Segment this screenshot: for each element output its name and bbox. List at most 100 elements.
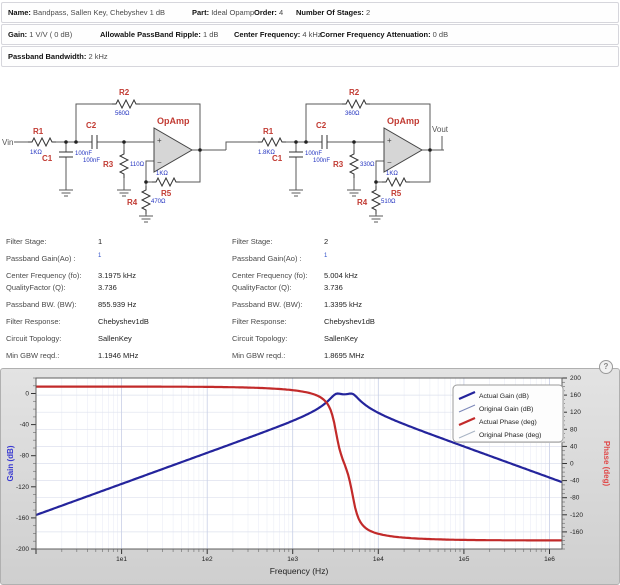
stage1-resistor-r3 — [119, 149, 129, 179]
detail-row: Center Frequency (fo): 5.004 kHz — [232, 271, 358, 280]
stage1-c2-value: 100nF — [83, 158, 100, 164]
actual-phase-deg-curve — [36, 385, 562, 542]
stage2-c1-name: C1 — [272, 154, 283, 163]
x-axis-title: Frequency (Hz) — [270, 566, 329, 576]
svg-text:-40: -40 — [20, 422, 30, 429]
ground-icon — [58, 189, 74, 197]
svg-text:200: 200 — [570, 375, 581, 382]
legend-entry: Original Phase (deg) — [479, 432, 541, 439]
svg-text:-120: -120 — [570, 512, 583, 519]
opamp-plus-input: + — [387, 136, 392, 145]
stage2-resistor-r3 — [349, 149, 359, 179]
stage2-r3-value: 330Ω — [360, 162, 375, 168]
svg-text:1e4: 1e4 — [373, 556, 384, 563]
svg-text:160: 160 — [570, 392, 581, 399]
axis-labels: 1e1 1e2 1e3 1e4 1e5 1e6 0 -40 -80 -120 -160 -200 200… — [6, 375, 611, 576]
stage1-wires — [14, 103, 258, 216]
detail-row: Circuit Topology: SallenKey — [232, 334, 358, 343]
stage2-r2-name: R2 — [349, 88, 360, 97]
chart-legend: Actual Gain (dB) Original Gain (dB) Actual… — [452, 384, 564, 443]
detail-row: QualityFactor (Q): 3.736 — [6, 283, 117, 292]
filter-stage-1-circuit: Vin + − OpAmp R1 1KΩ R2 560Ω C1 100nF C2… — [2, 88, 258, 223]
detail-row: Min GBW reqd.: 1.1946 MHz — [6, 351, 139, 360]
detail-row: Center Frequency (fo): 3.1975 kHz — [6, 271, 136, 280]
svg-text:-200: -200 — [16, 546, 29, 553]
svg-text:1e5: 1e5 — [458, 556, 469, 563]
sallen-key-schematic: Vin + − OpAmp R1 1KΩ R2 560Ω C1 100nF C2… — [2, 88, 449, 223]
actual-gain-db-curve — [36, 392, 562, 517]
stage1-opamp-triangle — [153, 127, 193, 173]
legend-entry: Original Gain (dB) — [479, 406, 533, 413]
stage2-c2-value: 100nF — [313, 158, 330, 164]
gain-field: Gain: 1 V/V ( 0 dB) — [8, 30, 73, 39]
filter-stage-2-circuit: Vout + − OpAmp R1 1.8KΩ R2 360Ω C1 100nF… — [257, 88, 449, 223]
stage1-r4-name: R4 — [127, 198, 138, 207]
stage2-c2-name: C2 — [316, 121, 327, 130]
bode-plot[interactable]: 1e1 1e2 1e3 1e4 1e5 1e6 0 -40 -80 -120 -160 -200 200… — [1, 369, 619, 584]
stage2-r1-value: 1.8KΩ — [258, 150, 275, 156]
gain-axis-title: Gain (dB) — [6, 445, 15, 481]
detail-row: QualityFactor (Q): 3.736 — [232, 283, 343, 292]
stage1-resistor-r1 — [27, 137, 57, 147]
stage2-r5-name: R5 — [391, 189, 402, 198]
stage1-resistor-r2 — [111, 99, 141, 109]
stage1-r3-value: 110Ω — [130, 162, 145, 168]
svg-text:1e3: 1e3 — [287, 556, 298, 563]
stage1-opamp-label: OpAmp — [157, 116, 190, 126]
stage1-resistor-r4 — [141, 185, 151, 215]
chart-help-icon[interactable]: ? — [599, 360, 613, 374]
svg-text:-40: -40 — [570, 478, 580, 485]
passband-bandwidth-field: Passband Bandwidth: 2 kHz — [8, 52, 108, 61]
stage2-r5-value: 1KΩ — [386, 171, 398, 177]
svg-text:-80: -80 — [570, 495, 580, 502]
stage2-r2-value: 360Ω — [345, 111, 360, 117]
detail-row: Min GBW reqd.: 1.8695 MHz — [232, 351, 365, 360]
detail-row: Filter Response: Chebyshev1dB — [6, 317, 149, 326]
detail-row: Filter Response: Chebyshev1dB — [232, 317, 375, 326]
svg-text:-160: -160 — [570, 529, 583, 536]
stage1-r4-value: 470Ω — [151, 199, 166, 205]
svg-text:120: 120 — [570, 409, 581, 416]
stage2-resistor-r1 — [257, 137, 287, 147]
svg-text:1e1: 1e1 — [116, 556, 127, 563]
stage2-r1-name: R1 — [263, 127, 274, 136]
stage1-c2-name: C2 — [86, 121, 97, 130]
curves — [36, 385, 562, 542]
part-field: Part: Ideal Opamp — [192, 8, 255, 17]
opamp-plus-input: + — [157, 136, 162, 145]
legend-entry: Actual Gain (dB) — [479, 393, 529, 400]
ground-icon — [368, 215, 384, 223]
header-row-1: Name: Bandpass, Sallen Key, Chebyshev 1 … — [1, 2, 619, 23]
order-field: Order: 4 — [254, 8, 284, 17]
stage1-c1-value: 100nF — [75, 151, 92, 157]
header-row-3: Passband Bandwidth: 2 kHz — [1, 46, 619, 67]
legend-entry: Actual Phase (deg) — [479, 419, 537, 426]
stage-2-details: Filter Stage: 2 Passband Gain(Ao) :1 Cent… — [232, 238, 456, 369]
axes — [31, 377, 567, 554]
ground-icon — [138, 215, 154, 223]
stage-1-details: Filter Stage: 1 Passband Gain(Ao) :1 Cent… — [6, 238, 230, 369]
stage2-capacitor-c2 — [321, 135, 328, 149]
stage2-opamp-label: OpAmp — [387, 116, 420, 126]
stage2-c1-value: 100nF — [305, 151, 322, 157]
passband-ripple-field: Allowable PassBand Ripple: 1 dB — [100, 30, 219, 39]
stage1-r1-name: R1 — [33, 127, 44, 136]
stage2-r4-name: R4 — [357, 198, 368, 207]
detail-row: Filter Stage: 1 — [6, 237, 103, 246]
stage2-opamp-triangle — [383, 127, 423, 173]
detail-row: Filter Stage: 2 — [232, 237, 329, 246]
detail-row: Passband BW. (BW): 855.939 Hz — [6, 300, 137, 309]
stage1-r2-name: R2 — [119, 88, 130, 97]
detail-row: Circuit Topology: SallenKey — [6, 334, 132, 343]
stage1-resistor-r5 — [151, 177, 181, 187]
stage2-resistor-r2 — [341, 99, 371, 109]
detail-row: Passband Gain(Ao) :1 — [232, 253, 328, 263]
stage2-r4-value: 510Ω — [381, 199, 396, 205]
detail-row: Passband Gain(Ao) :1 — [6, 253, 102, 263]
stage2-capacitor-c1 — [289, 151, 303, 158]
center-frequency-field: Center Frequency: 4 kHz — [234, 30, 322, 39]
svg-text:40: 40 — [570, 443, 578, 450]
stage1-r1-value: 1KΩ — [30, 150, 42, 156]
bode-plot-panel[interactable]: 1e1 1e2 1e3 1e4 1e5 1e6 0 -40 -80 -120 -160 -200 200… — [0, 368, 620, 585]
stage1-r5-value: 1KΩ — [156, 171, 168, 177]
